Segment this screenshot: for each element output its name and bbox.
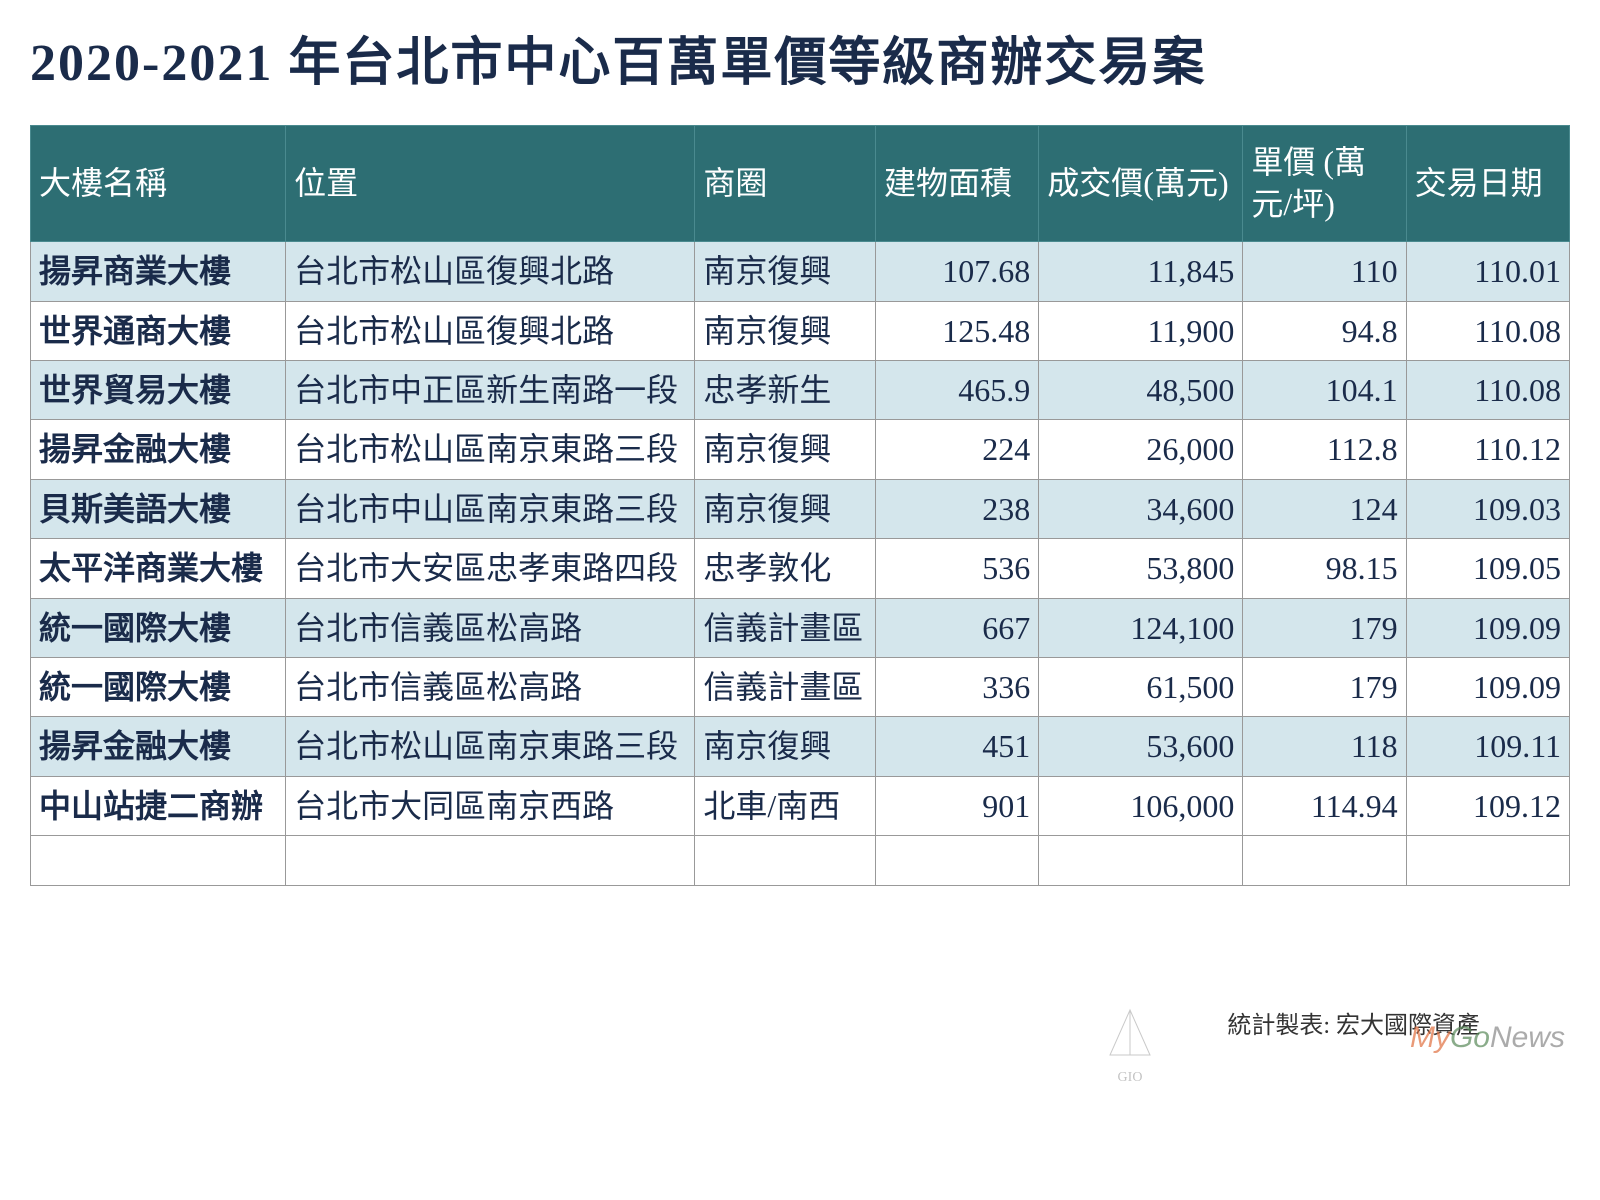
cell-building-name: 世界貿易大樓 — [31, 360, 286, 419]
cell-unit-price: 98.15 — [1243, 539, 1406, 598]
transactions-table: 大樓名稱 位置 商圈 建物面積 成交價(萬元) 單價 (萬元/坪) 交易日期 揚… — [30, 125, 1570, 886]
table-row: 揚昇金融大樓台北市松山區南京東路三段南京復興22426,000112.8110.… — [31, 420, 1570, 479]
cell-building-name: 中山站捷二商辦 — [31, 776, 286, 835]
cell-price: 61,500 — [1039, 657, 1243, 716]
cell-district: 忠孝敦化 — [695, 539, 876, 598]
col-header-date: 交易日期 — [1406, 126, 1569, 242]
cell-unit-price: 118 — [1243, 717, 1406, 776]
cell-district: 北車/南西 — [695, 776, 876, 835]
cell-building-name: 揚昇金融大樓 — [31, 420, 286, 479]
cell-unit-price: 104.1 — [1243, 360, 1406, 419]
table-row: 揚昇金融大樓台北市松山區南京東路三段南京復興45153,600118109.11 — [31, 717, 1570, 776]
table-row: 中山站捷二商辦台北市大同區南京西路北車/南西901106,000114.9410… — [31, 776, 1570, 835]
cell-area: 224 — [876, 420, 1039, 479]
watermark-my: My — [1410, 1021, 1450, 1054]
cell-date: 109.03 — [1406, 479, 1569, 538]
table-row: 世界貿易大樓台北市中正區新生南路一段忠孝新生465.948,500104.111… — [31, 360, 1570, 419]
cell-date: 109.09 — [1406, 657, 1569, 716]
watermark-news: News — [1490, 1021, 1565, 1054]
cell-area: 336 — [876, 657, 1039, 716]
cell-price: 11,845 — [1039, 242, 1243, 301]
cell-date: 110.01 — [1406, 242, 1569, 301]
cell-location: 台北市松山區南京東路三段 — [286, 420, 695, 479]
cell-area: 667 — [876, 598, 1039, 657]
cell-price: 26,000 — [1039, 420, 1243, 479]
cell-location: 台北市大安區忠孝東路四段 — [286, 539, 695, 598]
cell-price: 124,100 — [1039, 598, 1243, 657]
cell-date: 110.12 — [1406, 420, 1569, 479]
col-header-district: 商圈 — [695, 126, 876, 242]
cell-unit-price: 179 — [1243, 657, 1406, 716]
table-body: 揚昇商業大樓台北市松山區復興北路南京復興107.6811,845110110.0… — [31, 242, 1570, 886]
cell-location: 台北市大同區南京西路 — [286, 776, 695, 835]
cell-price: 11,900 — [1039, 301, 1243, 360]
cell-unit-price: 179 — [1243, 598, 1406, 657]
watermark-go: Go — [1450, 1021, 1490, 1054]
cell-district: 南京復興 — [695, 717, 876, 776]
table-row: 統一國際大樓台北市信義區松高路信義計畫區667124,100179109.09 — [31, 598, 1570, 657]
cell-area: 238 — [876, 479, 1039, 538]
cell-date: 109.11 — [1406, 717, 1569, 776]
cell-price: 106,000 — [1039, 776, 1243, 835]
cell-area: 901 — [876, 776, 1039, 835]
cell-area: 451 — [876, 717, 1039, 776]
cell-building-name: 世界通商大樓 — [31, 301, 286, 360]
cell-district: 南京復興 — [695, 420, 876, 479]
cell-area: 125.48 — [876, 301, 1039, 360]
cell-district: 南京復興 — [695, 242, 876, 301]
cell-date: 110.08 — [1406, 301, 1569, 360]
cell-building-name: 太平洋商業大樓 — [31, 539, 286, 598]
cell-area: 107.68 — [876, 242, 1039, 301]
cell-location: 台北市中正區新生南路一段 — [286, 360, 695, 419]
cell-unit-price: 114.94 — [1243, 776, 1406, 835]
cell-area: 465.9 — [876, 360, 1039, 419]
cell-district: 南京復興 — [695, 479, 876, 538]
cell-district: 信義計畫區 — [695, 657, 876, 716]
cell-building-name: 揚昇金融大樓 — [31, 717, 286, 776]
cell-district: 信義計畫區 — [695, 598, 876, 657]
cell-area: 536 — [876, 539, 1039, 598]
col-header-location: 位置 — [286, 126, 695, 242]
cell-unit-price: 110 — [1243, 242, 1406, 301]
cell-price: 48,500 — [1039, 360, 1243, 419]
cell-building-name: 統一國際大樓 — [31, 598, 286, 657]
cell-unit-price: 124 — [1243, 479, 1406, 538]
source-logo-icon: GIO — [1100, 1005, 1160, 1065]
cell-date: 109.05 — [1406, 539, 1569, 598]
cell-location: 台北市信義區松高路 — [286, 657, 695, 716]
cell-building-name: 統一國際大樓 — [31, 657, 286, 716]
table-row: 統一國際大樓台北市信義區松高路信義計畫區33661,500179109.09 — [31, 657, 1570, 716]
col-header-area: 建物面積 — [876, 126, 1039, 242]
table-row: 貝斯美語大樓台北市中山區南京東路三段南京復興23834,600124109.03 — [31, 479, 1570, 538]
cell-price: 53,600 — [1039, 717, 1243, 776]
col-header-price: 成交價(萬元) — [1039, 126, 1243, 242]
cell-unit-price: 94.8 — [1243, 301, 1406, 360]
cell-district: 南京復興 — [695, 301, 876, 360]
col-header-name: 大樓名稱 — [31, 126, 286, 242]
table-row: 太平洋商業大樓台北市大安區忠孝東路四段忠孝敦化53653,80098.15109… — [31, 539, 1570, 598]
table-row: 世界通商大樓台北市松山區復興北路南京復興125.4811,90094.8110.… — [31, 301, 1570, 360]
cell-location: 台北市信義區松高路 — [286, 598, 695, 657]
cell-district: 忠孝新生 — [695, 360, 876, 419]
cell-location: 台北市松山區南京東路三段 — [286, 717, 695, 776]
table-footer-empty-row — [31, 836, 1570, 886]
watermark-logo: MyGoNews — [1410, 1021, 1565, 1055]
page-title: 2020-2021 年台北市中心百萬單價等級商辦交易案 — [30, 20, 1570, 95]
cell-date: 109.12 — [1406, 776, 1569, 835]
cell-price: 53,800 — [1039, 539, 1243, 598]
cell-price: 34,600 — [1039, 479, 1243, 538]
cell-building-name: 貝斯美語大樓 — [31, 479, 286, 538]
col-header-unit-price: 單價 (萬元/坪) — [1243, 126, 1406, 242]
cell-location: 台北市松山區復興北路 — [286, 242, 695, 301]
table-header-row: 大樓名稱 位置 商圈 建物面積 成交價(萬元) 單價 (萬元/坪) 交易日期 — [31, 126, 1570, 242]
cell-location: 台北市松山區復興北路 — [286, 301, 695, 360]
cell-building-name: 揚昇商業大樓 — [31, 242, 286, 301]
table-row: 揚昇商業大樓台北市松山區復興北路南京復興107.6811,845110110.0… — [31, 242, 1570, 301]
cell-date: 110.08 — [1406, 360, 1569, 419]
cell-unit-price: 112.8 — [1243, 420, 1406, 479]
cell-date: 109.09 — [1406, 598, 1569, 657]
cell-location: 台北市中山區南京東路三段 — [286, 479, 695, 538]
